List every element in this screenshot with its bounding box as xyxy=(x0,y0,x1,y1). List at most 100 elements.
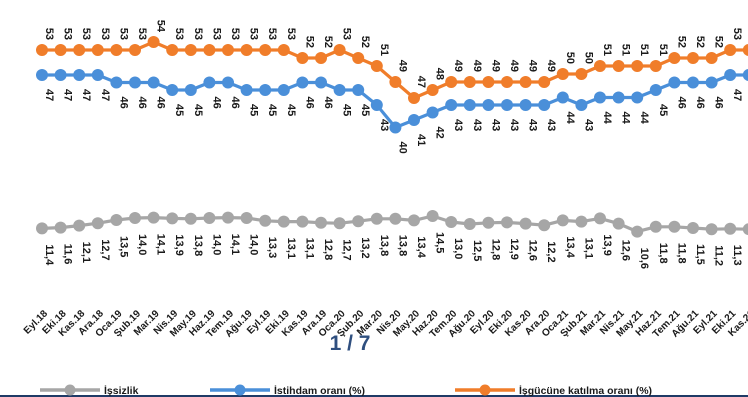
data-point-unemployment xyxy=(519,217,532,230)
data-label-participation: 51 xyxy=(378,44,390,56)
data-point-participation xyxy=(352,52,365,64)
data-point-participation xyxy=(463,76,476,88)
data-point-unemployment xyxy=(687,222,699,234)
data-point-unemployment xyxy=(724,222,737,235)
data-label-unemployment: 13,0 xyxy=(452,238,464,259)
data-point-employment xyxy=(501,99,513,111)
data-point-unemployment xyxy=(277,215,290,228)
data-label-employment: 46 xyxy=(136,97,148,109)
data-label-unemployment: 13,8 xyxy=(396,235,408,256)
data-label-employment: 43 xyxy=(489,119,501,131)
data-point-employment xyxy=(333,84,346,96)
data-label-unemployment: 11,8 xyxy=(657,243,669,264)
data-point-employment xyxy=(463,99,476,111)
data-point-participation xyxy=(147,36,160,48)
data-label-participation: 53 xyxy=(341,28,353,40)
data-label-unemployment: 12,6 xyxy=(527,240,539,261)
data-point-participation xyxy=(129,44,141,56)
legend-label-participation: İşgücüne katılma oranı (%) xyxy=(519,384,652,397)
legend-label-unemployment: İşsizlik xyxy=(104,384,139,397)
data-label-unemployment: 11,4 xyxy=(43,244,55,266)
data-label-unemployment: 12,6 xyxy=(620,240,632,261)
data-point-participation xyxy=(687,52,699,64)
data-point-employment xyxy=(668,76,681,89)
data-point-employment xyxy=(482,99,495,111)
data-point-unemployment xyxy=(259,214,272,227)
data-point-participation xyxy=(389,76,402,88)
legend-marker-participation xyxy=(479,384,491,396)
data-label-employment: 45 xyxy=(341,104,353,116)
data-point-unemployment xyxy=(556,214,569,227)
data-point-unemployment xyxy=(501,216,513,229)
data-label-employment: 43 xyxy=(527,119,539,131)
data-point-employment xyxy=(389,121,402,134)
footer-band xyxy=(0,395,748,397)
data-point-employment xyxy=(296,76,309,89)
data-label-unemployment: 13,8 xyxy=(378,235,390,256)
data-label-participation: 49 xyxy=(471,60,483,72)
data-point-participation xyxy=(538,76,551,88)
data-label-employment: 46 xyxy=(713,97,725,109)
data-point-participation xyxy=(519,76,532,88)
data-label-employment: 45 xyxy=(192,104,204,116)
data-label-unemployment: 12,7 xyxy=(99,239,111,260)
data-label-participation: 52 xyxy=(675,36,687,48)
data-label-participation: 53 xyxy=(173,28,185,40)
data-label-participation: 53 xyxy=(43,28,55,40)
data-point-employment xyxy=(222,76,234,89)
data-point-participation xyxy=(240,44,253,56)
data-point-unemployment xyxy=(147,211,160,224)
data-label-employment: 46 xyxy=(210,97,222,109)
data-point-employment xyxy=(370,99,383,111)
data-point-participation xyxy=(426,84,439,96)
data-label-employment: 45 xyxy=(173,104,185,116)
data-point-participation xyxy=(612,60,625,72)
data-point-unemployment xyxy=(445,216,458,228)
data-label-participation: 49 xyxy=(489,60,501,72)
data-point-unemployment xyxy=(333,217,346,230)
data-label-unemployment: 13,1 xyxy=(303,238,315,259)
data-label-unemployment: 12,1 xyxy=(80,242,92,263)
data-label-participation: 51 xyxy=(657,44,669,56)
data-point-unemployment xyxy=(240,212,253,224)
data-label-unemployment: 12,7 xyxy=(341,239,353,260)
data-label-participation: 48 xyxy=(434,68,446,80)
data-point-participation xyxy=(166,44,179,56)
data-label-participation: 52 xyxy=(303,36,315,48)
data-point-participation xyxy=(501,76,513,88)
data-label-employment: 43 xyxy=(471,119,483,131)
data-label-participation: 53 xyxy=(136,28,148,40)
data-label-employment: 46 xyxy=(303,97,315,109)
data-label-employment: 41 xyxy=(415,134,427,146)
data-label-participation: 49 xyxy=(527,60,539,72)
data-label-participation: 53 xyxy=(99,28,111,40)
data-point-unemployment xyxy=(315,216,327,229)
data-point-employment xyxy=(408,114,420,126)
data-label-employment: 45 xyxy=(248,104,260,116)
data-point-employment xyxy=(612,91,625,104)
data-label-unemployment: 13,2 xyxy=(359,237,371,258)
data-label-unemployment: 12,2 xyxy=(545,241,557,262)
data-label-employment: 45 xyxy=(657,104,669,116)
data-point-participation xyxy=(370,60,383,72)
data-label-unemployment: 11,2 xyxy=(713,245,725,266)
page-indicator: 1 / 7 xyxy=(330,332,371,355)
legend-label-employment: İstihdam oranı (%) xyxy=(274,384,365,397)
data-label-employment: 46 xyxy=(155,97,167,109)
data-point-unemployment xyxy=(705,223,718,236)
legend: İşsizlik İstihdam oranı (%) İşgücüne katıl… xyxy=(40,384,652,397)
data-label-employment: 43 xyxy=(378,119,390,131)
data-label-participation: 53 xyxy=(731,28,743,40)
series-lines xyxy=(41,40,748,234)
data-point-employment xyxy=(426,106,439,119)
data-point-employment xyxy=(705,76,718,89)
data-label-participation: 53 xyxy=(80,28,92,40)
data-label-participation: 53 xyxy=(117,28,129,40)
data-label-employment: 45 xyxy=(266,104,278,116)
data-point-participation xyxy=(203,44,216,56)
data-label-unemployment: 14,1 xyxy=(155,234,167,255)
data-point-participation xyxy=(408,92,420,104)
data-point-unemployment xyxy=(166,212,179,225)
data-label-employment: 45 xyxy=(359,104,371,116)
data-point-unemployment xyxy=(129,212,141,224)
